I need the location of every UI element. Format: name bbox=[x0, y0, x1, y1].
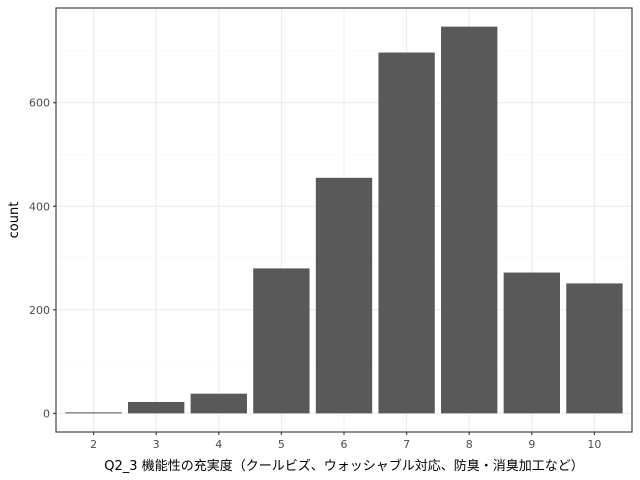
x-tick-label: 4 bbox=[215, 438, 222, 451]
x-axis-title: Q2_3 機能性の充実度（クールビズ、ウォッシャブル対応、防臭・消臭加工など） bbox=[104, 458, 583, 474]
x-tick-label: 2 bbox=[90, 438, 97, 451]
bar-6 bbox=[315, 177, 373, 414]
bar-8 bbox=[441, 26, 498, 414]
bar-4 bbox=[190, 393, 247, 414]
bar-5 bbox=[253, 268, 310, 414]
bar-9 bbox=[503, 272, 560, 414]
y-tick-label: 0 bbox=[43, 407, 50, 420]
x-tick-label: 9 bbox=[528, 438, 535, 451]
axes: 0 200 400 600 2 3 4 5 6 7 8 9 10 bbox=[29, 97, 601, 451]
y-axis-title: count bbox=[7, 202, 22, 239]
x-tick-label: 3 bbox=[153, 438, 160, 451]
x-tick-label: 10 bbox=[587, 438, 601, 451]
x-tick-label: 8 bbox=[466, 438, 473, 451]
bar-2 bbox=[65, 412, 122, 414]
x-tick-label: 6 bbox=[341, 438, 348, 451]
bars bbox=[65, 26, 623, 414]
bar-7 bbox=[378, 52, 435, 414]
y-tick-label: 600 bbox=[29, 97, 50, 110]
bar-3 bbox=[128, 401, 185, 414]
y-tick-label: 400 bbox=[29, 200, 50, 213]
x-tick-label: 5 bbox=[278, 438, 285, 451]
bar-10 bbox=[566, 283, 623, 414]
y-tick-label: 200 bbox=[29, 304, 50, 317]
x-tick-label: 7 bbox=[403, 438, 410, 451]
